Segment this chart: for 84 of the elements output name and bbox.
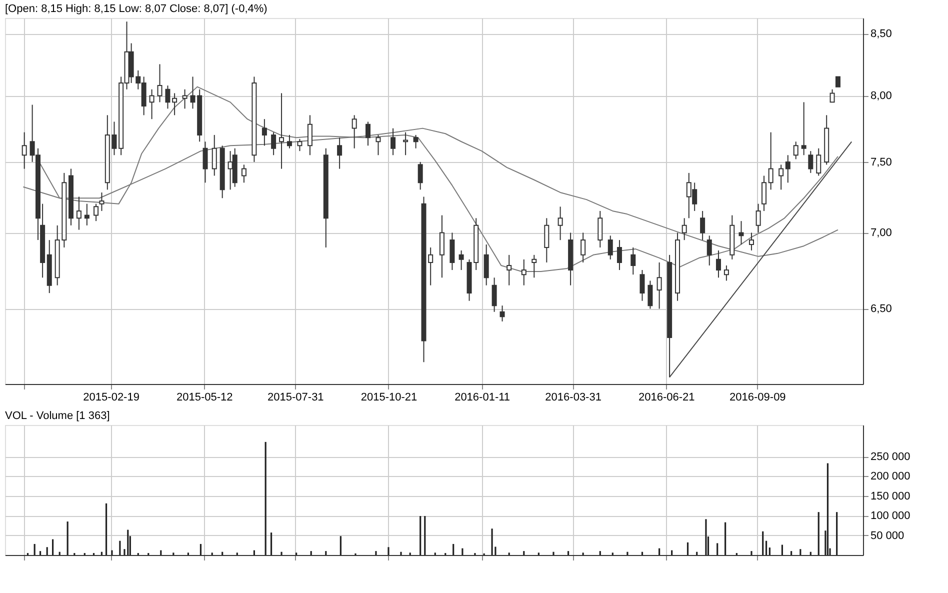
candlestick [778, 164, 784, 190]
candlestick [748, 232, 754, 251]
candlestick [616, 240, 622, 271]
candlestick [738, 220, 744, 245]
candlestick [94, 203, 99, 222]
candlestick [172, 92, 178, 116]
candlestick [271, 132, 276, 156]
candlestick [157, 64, 162, 103]
candlestick [439, 214, 444, 278]
candlestick [376, 134, 381, 156]
candlestick [450, 232, 455, 271]
candlestick [630, 246, 636, 276]
candlestick [84, 203, 90, 226]
y-tick-label: 6,50 [870, 303, 892, 316]
candlestick [352, 114, 357, 149]
candlestick [716, 250, 721, 278]
candlestick [756, 203, 761, 234]
candlestick [202, 141, 208, 184]
candlestick [279, 92, 284, 170]
candlestick [212, 134, 217, 176]
y-tick-label: 150 000 [870, 490, 910, 502]
candlestick [337, 137, 342, 170]
x-tick-label: 2015-07-31 [268, 392, 324, 404]
candlestick [648, 280, 653, 310]
candlestick [768, 132, 774, 190]
chart-title: VOL - Volume [1 363] [5, 410, 110, 422]
candlestick [307, 114, 312, 156]
candlestick [580, 232, 586, 263]
candlestick [262, 118, 267, 146]
candlestick [785, 154, 790, 184]
candlestick [598, 210, 603, 248]
candlestick [835, 76, 840, 88]
candlestick [76, 196, 82, 230]
candlestick [418, 161, 423, 190]
candlestick [286, 134, 292, 149]
candlestick [808, 150, 814, 174]
candlestick [816, 148, 822, 176]
candlestick [182, 88, 188, 110]
chart-title: [Open: 8,15 High: 8,15 Low: 8,07 Close: 8,07] (-0,4%) [5, 3, 268, 15]
candlestick [458, 250, 464, 271]
candlestick [500, 305, 505, 322]
candlestick [22, 132, 27, 170]
x-tick-label: 2016-06-21 [638, 392, 695, 404]
candlestick [521, 258, 526, 286]
candlestick [640, 270, 645, 302]
candlestick [558, 206, 563, 241]
candlestick [413, 134, 418, 149]
y-tick-label: 7,00 [870, 227, 892, 240]
x-tick-label: 2016-03-31 [545, 392, 602, 404]
candlestick [656, 262, 662, 310]
candlestick [390, 128, 396, 156]
x-tick-label: 2015-05-12 [176, 392, 233, 404]
candlestick [682, 218, 687, 241]
x-tick-label: 2015-10-21 [360, 392, 418, 404]
y-tick-label: 100 000 [870, 510, 910, 522]
y-tick-label: 200 000 [870, 470, 910, 483]
candlestick [762, 175, 766, 212]
y-tick-label: 8,00 [870, 90, 892, 102]
candlestick [793, 141, 798, 160]
candlestick [99, 192, 104, 212]
candlestick [366, 121, 370, 146]
y-tick-label: 7,50 [870, 156, 892, 168]
candlestick [149, 88, 154, 120]
y-tick-label: 8,50 [870, 28, 892, 40]
candlestick [532, 254, 537, 278]
candlestick [830, 88, 835, 103]
candlestick [544, 218, 550, 263]
candlestick [492, 277, 497, 312]
candlestick [297, 138, 302, 152]
candlestick [700, 210, 706, 241]
candlestick [403, 132, 408, 156]
x-tick-label: 2016-01-11 [454, 392, 510, 404]
x-tick-label: 2016-09-09 [730, 392, 786, 404]
candlestick [706, 235, 712, 266]
candlestick [484, 244, 489, 286]
candlestick [608, 235, 613, 260]
candlestick [801, 102, 806, 156]
candlestick [724, 264, 729, 282]
y-tick-label: 50 000 [870, 530, 904, 542]
y-tick-label: 250 000 [870, 451, 910, 464]
candlestick [165, 85, 170, 110]
x-tick-label: 2015-02-19 [83, 392, 140, 404]
candlestick [241, 164, 246, 184]
candlestick [506, 254, 512, 286]
